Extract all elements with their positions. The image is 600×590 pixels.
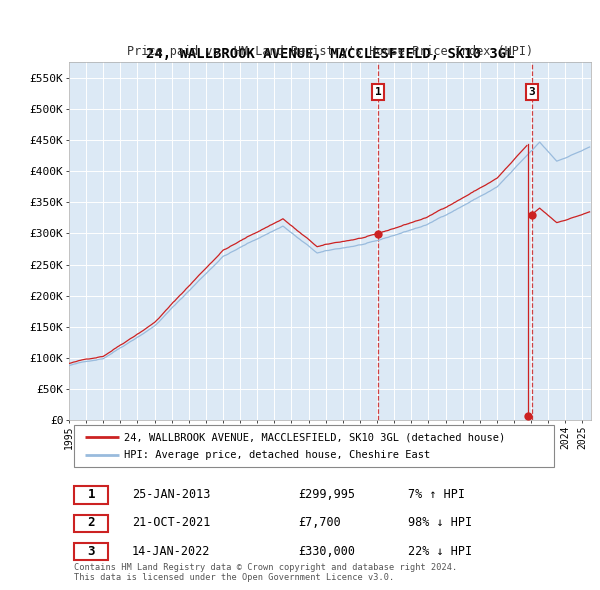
Text: 7% ↑ HPI: 7% ↑ HPI bbox=[409, 488, 466, 501]
Text: Price paid vs. HM Land Registry's House Price Index (HPI): Price paid vs. HM Land Registry's House … bbox=[127, 45, 533, 58]
Text: 25-JAN-2013: 25-JAN-2013 bbox=[131, 488, 210, 501]
Text: 14-JAN-2022: 14-JAN-2022 bbox=[131, 545, 210, 558]
Text: HPI: Average price, detached house, Cheshire East: HPI: Average price, detached house, Ches… bbox=[124, 450, 430, 460]
Text: £7,700: £7,700 bbox=[299, 516, 341, 529]
Text: £330,000: £330,000 bbox=[299, 545, 356, 558]
Text: 1: 1 bbox=[88, 488, 95, 501]
Text: 2: 2 bbox=[88, 516, 95, 529]
Text: 22% ↓ HPI: 22% ↓ HPI bbox=[409, 545, 472, 558]
Text: £299,995: £299,995 bbox=[299, 488, 356, 501]
Title: 24, WALLBROOK AVENUE, MACCLESFIELD, SK10 3GL: 24, WALLBROOK AVENUE, MACCLESFIELD, SK10… bbox=[146, 47, 514, 61]
Text: 98% ↓ HPI: 98% ↓ HPI bbox=[409, 516, 472, 529]
Text: 1: 1 bbox=[375, 87, 382, 97]
Text: 3: 3 bbox=[88, 545, 95, 558]
Text: Contains HM Land Registry data © Crown copyright and database right 2024.
This d: Contains HM Land Registry data © Crown c… bbox=[74, 563, 457, 582]
FancyBboxPatch shape bbox=[74, 486, 108, 504]
Text: 21-OCT-2021: 21-OCT-2021 bbox=[131, 516, 210, 529]
FancyBboxPatch shape bbox=[74, 543, 108, 560]
Text: 3: 3 bbox=[529, 87, 535, 97]
FancyBboxPatch shape bbox=[74, 514, 108, 532]
FancyBboxPatch shape bbox=[74, 425, 554, 467]
Text: 24, WALLBROOK AVENUE, MACCLESFIELD, SK10 3GL (detached house): 24, WALLBROOK AVENUE, MACCLESFIELD, SK10… bbox=[124, 432, 505, 442]
